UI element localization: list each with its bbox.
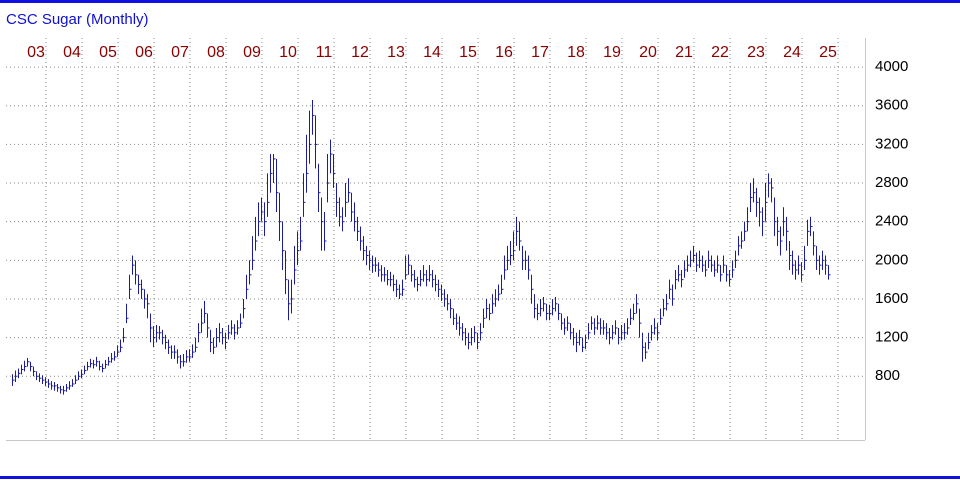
x-tick-label: 10 — [279, 44, 297, 61]
x-tick-label: 11 — [316, 44, 333, 61]
x-tick-label: 09 — [243, 44, 261, 61]
x-tick-label: 18 — [567, 44, 585, 61]
y-tick-label: 1200 — [875, 329, 908, 346]
y-tick-label: 3200 — [875, 135, 908, 152]
y-tick-label: 2800 — [875, 174, 908, 191]
x-tick-label: 05 — [99, 44, 117, 61]
y-tick-label: 3600 — [875, 97, 908, 114]
x-tick-label: 14 — [423, 44, 441, 61]
x-tick-label: 25 — [819, 44, 837, 61]
x-tick-label: 21 — [675, 44, 693, 61]
x-tick-label: 17 — [531, 44, 549, 61]
x-tick-label: 12 — [351, 44, 369, 61]
x-tick-label: 20 — [639, 44, 657, 61]
x-tick-label: 13 — [387, 44, 405, 61]
x-tick-label: 19 — [603, 44, 621, 61]
x-tick-label: 15 — [459, 44, 477, 61]
x-tick-label: 24 — [783, 44, 801, 61]
x-tick-label: 06 — [135, 44, 153, 61]
x-tick-label: 23 — [747, 44, 765, 61]
x-tick-label: 07 — [171, 44, 189, 61]
x-tick-label: 08 — [207, 44, 225, 61]
y-tick-label: 2000 — [875, 251, 908, 268]
y-tick-label: 1600 — [875, 290, 908, 307]
x-tick-label: 16 — [495, 44, 513, 61]
y-tick-label: 2400 — [875, 213, 908, 230]
x-tick-label: 22 — [711, 44, 729, 61]
x-tick-label: 03 — [27, 44, 45, 61]
y-tick-label: 800 — [875, 367, 900, 384]
y-tick-label: 4000 — [875, 58, 908, 75]
chart-title: CSC Sugar (Monthly) — [6, 11, 149, 28]
x-tick-label: 04 — [63, 44, 81, 61]
